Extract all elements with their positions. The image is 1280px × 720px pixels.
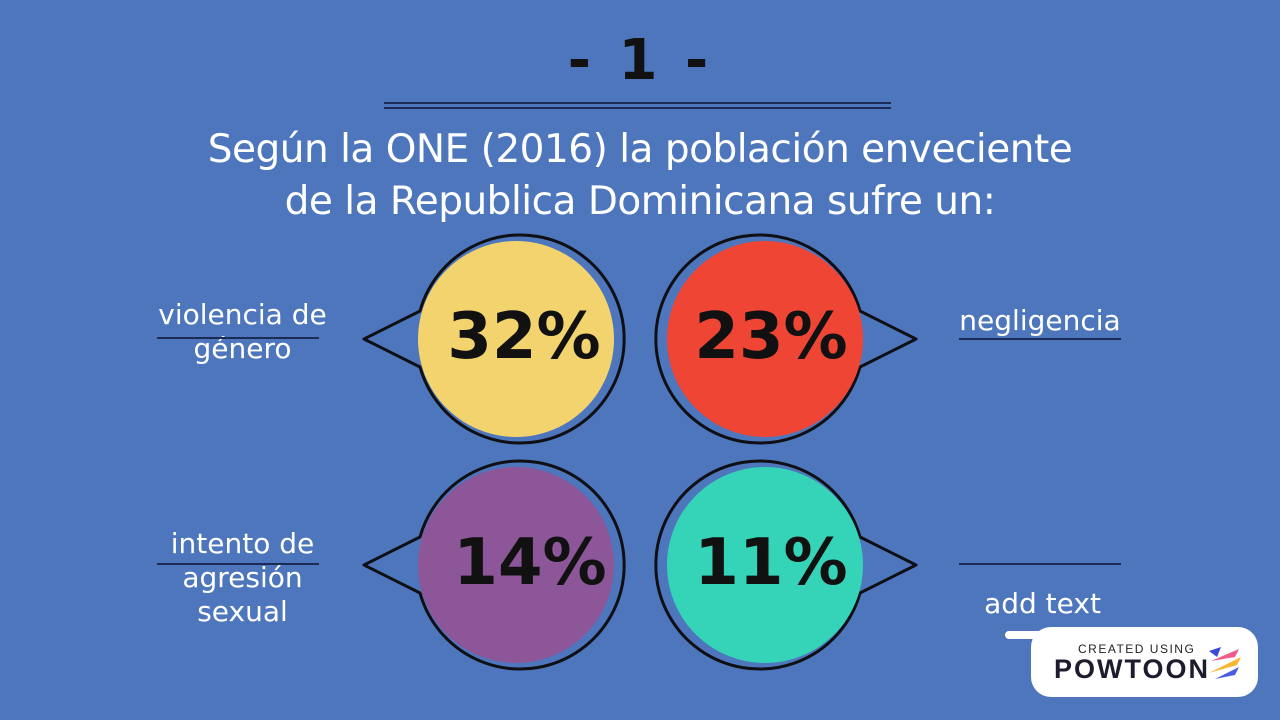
stat-value-4: 11%: [694, 526, 848, 600]
stat-label-2-line-1: negligencia: [959, 304, 1121, 337]
stat-circle-4: [667, 467, 863, 663]
headline: Según la ONE (2016) la población envecie…: [100, 124, 1180, 228]
stat-label-1[interactable]: violencia de género: [150, 298, 335, 366]
powtoon-logo-icon: [1209, 647, 1241, 679]
headline-line-1: Según la ONE (2016) la población envecie…: [207, 127, 1073, 172]
slide-number: - 1 -: [567, 28, 713, 93]
stat-circle-1: [418, 241, 614, 437]
stat-circle-3: [418, 467, 614, 663]
stat-label-4-underline: [959, 563, 1121, 565]
title-divider-top: [384, 102, 891, 104]
stat-label-2-underline: [959, 338, 1121, 340]
stat-value-2: 23%: [694, 300, 848, 374]
stat-value-3: 14%: [453, 526, 607, 600]
stat-label-3-line-2: agresión: [182, 561, 303, 594]
stat-label-1-line-1: violencia de: [158, 298, 327, 331]
stat-label-1-underline: [157, 337, 319, 339]
stat-label-4-line-1: add text: [984, 587, 1101, 620]
stat-label-2[interactable]: negligencia: [950, 304, 1130, 338]
stat-bubble-3: [362, 459, 626, 671]
stat-value-1: 32%: [447, 300, 601, 374]
stat-circle-2: [667, 241, 863, 437]
stat-label-4[interactable]: add text: [975, 587, 1110, 621]
title-divider-bottom: [384, 107, 891, 109]
stat-bubble-4: [654, 459, 918, 671]
headline-line-2: de la Republica Dominicana sufre un:: [284, 179, 996, 224]
stat-label-3-line-3: sexual: [197, 595, 288, 628]
stat-bubble-2: [654, 233, 918, 445]
stat-label-3-underline: [157, 563, 319, 565]
stat-bubble-1: [362, 233, 626, 445]
badge-brand-name: POWTOON: [1054, 654, 1211, 684]
placeholder-cursor-line: [1005, 631, 1115, 639]
stat-label-3-line-1: intento de: [170, 527, 315, 560]
stat-label-3[interactable]: intento de agresión sexual: [150, 527, 335, 629]
badge-created-using: CREATED USING: [1078, 642, 1196, 656]
